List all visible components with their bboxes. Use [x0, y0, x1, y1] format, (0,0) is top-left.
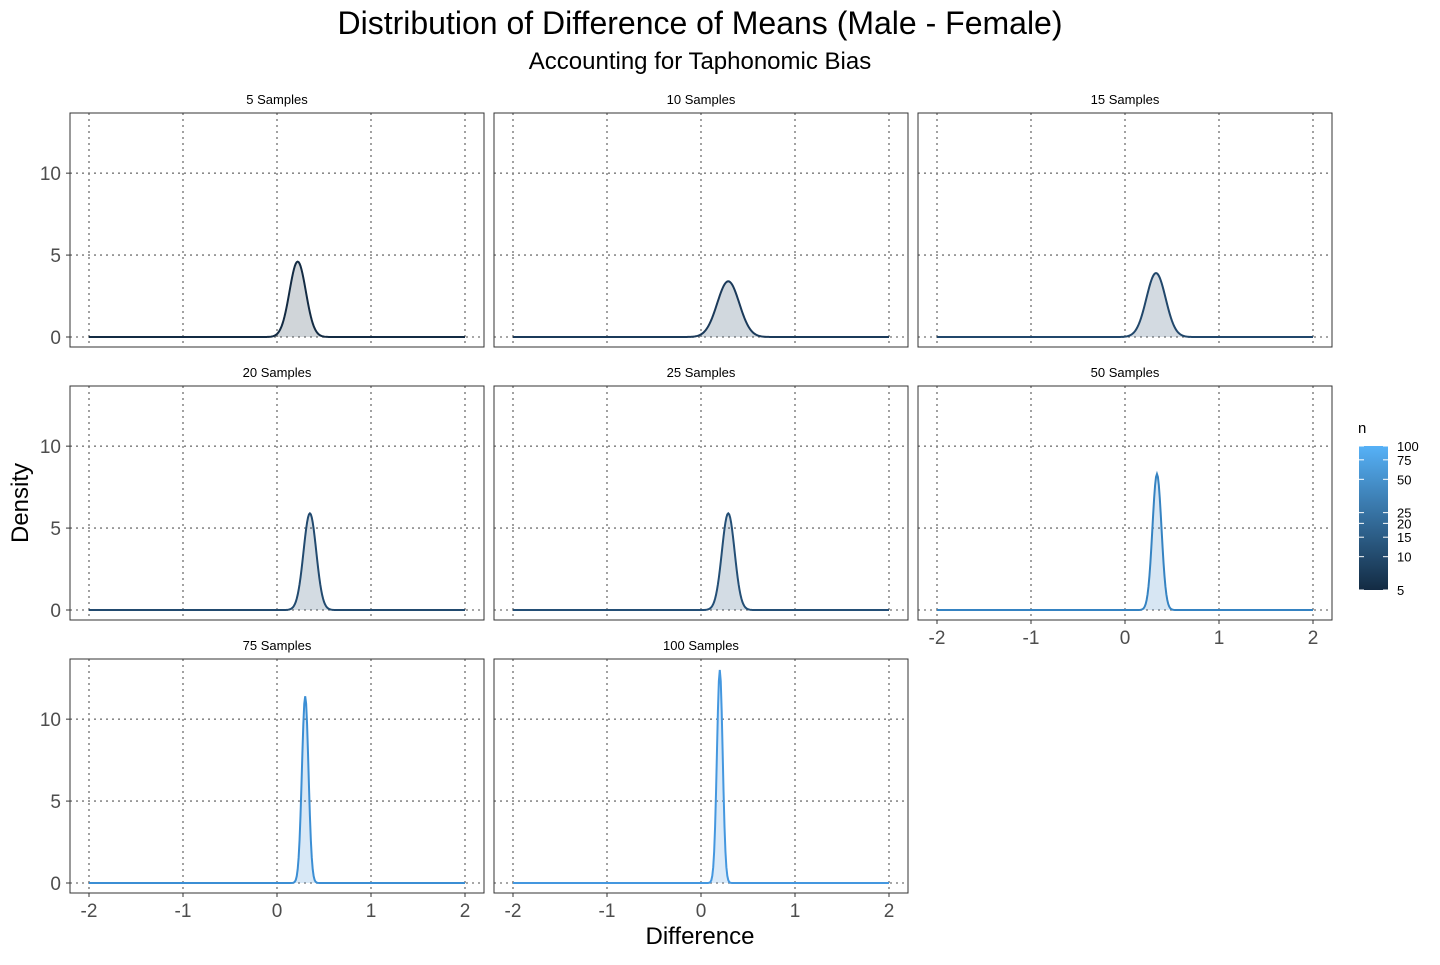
- facet-strip-label: 75 Samples: [243, 638, 312, 653]
- facet-strip-label: 15 Samples: [1091, 92, 1160, 107]
- facet-strip-label: 10 Samples: [667, 92, 736, 107]
- legend-tick-label: 15: [1397, 530, 1411, 545]
- y-tick-label: 5: [50, 519, 61, 540]
- density-line: [937, 272, 1313, 338]
- legend-tick-label: 50: [1397, 472, 1411, 487]
- x-tick-label: 2: [460, 901, 471, 922]
- x-tick-label: -2: [81, 901, 98, 922]
- x-tick-label: -2: [929, 628, 946, 649]
- x-tick-label: -2: [505, 901, 522, 922]
- x-tick-label: 0: [696, 901, 707, 922]
- panel-border: [917, 112, 1333, 348]
- facet-strip-label: 5 Samples: [246, 92, 308, 107]
- y-tick-label: 0: [50, 601, 61, 622]
- facet-panel: 75 Samples 0 5 10 -2 -1 0 1 2: [40, 638, 485, 922]
- density-line: [89, 260, 465, 338]
- legend-tick-label: 25: [1397, 506, 1411, 521]
- legend-title: n: [1358, 420, 1366, 437]
- y-tick-label: 5: [50, 792, 61, 813]
- y-tick-label: 10: [40, 437, 61, 458]
- panel-border: [69, 385, 485, 621]
- legend-colorbar: [1359, 446, 1388, 590]
- x-tick-label: 0: [272, 901, 283, 922]
- x-tick-label: 0: [1120, 628, 1131, 649]
- density-line: [513, 511, 889, 611]
- facet-strip-label: 25 Samples: [667, 365, 736, 380]
- facet-panel: 20 Samples 0 5 10: [40, 365, 485, 622]
- x-tick-label: -1: [599, 901, 616, 922]
- density-area: [89, 696, 465, 883]
- density-line: [89, 696, 465, 884]
- chart-title: Distribution of Difference of Means (Mal…: [337, 5, 1062, 41]
- panel-border: [493, 385, 909, 621]
- density-line: [89, 511, 465, 611]
- x-tick-label: 1: [1214, 628, 1225, 649]
- y-tick-label: 5: [50, 246, 61, 267]
- x-axis-title: Difference: [646, 923, 755, 950]
- facet-panel: 10 Samples: [493, 92, 909, 348]
- x-tick-label: 2: [1308, 628, 1319, 649]
- facet-panel: 25 Samples: [493, 365, 909, 621]
- facet-panel: 50 Samples -2 -1 0 1 2: [917, 365, 1333, 649]
- facet-panel: 100 Samples -2 -1 0 1 2: [493, 638, 909, 922]
- x-tick-label: 1: [366, 901, 377, 922]
- y-axis-title: Density: [7, 463, 34, 543]
- x-tick-label: 1: [790, 901, 801, 922]
- x-tick-label: -1: [1023, 628, 1040, 649]
- density-line: [513, 669, 889, 884]
- legend-tick-label: 10: [1397, 550, 1411, 565]
- y-tick-label: 0: [50, 328, 61, 349]
- y-tick-label: 0: [50, 874, 61, 895]
- panel-border: [69, 112, 485, 348]
- legend-tick-label: 75: [1397, 453, 1411, 468]
- legend-tick-label: 20: [1397, 516, 1411, 531]
- density-line: [937, 470, 1313, 611]
- chart-subtitle: Accounting for Taphonomic Bias: [529, 48, 871, 75]
- y-tick-label: 10: [40, 164, 61, 185]
- legend-tick-label: 100: [1397, 439, 1419, 454]
- x-tick-label: -1: [175, 901, 192, 922]
- facet-panel: 5 Samples 0 5 10: [40, 92, 485, 349]
- x-tick-label: 2: [884, 901, 895, 922]
- facet-strip-label: 20 Samples: [243, 365, 312, 380]
- facet-strip-label: 100 Samples: [663, 638, 739, 653]
- legend-tick-label: 5: [1397, 583, 1404, 598]
- y-tick-label: 10: [40, 710, 61, 731]
- density-line: [513, 280, 889, 338]
- density-area: [513, 281, 889, 337]
- panel-border: [493, 112, 909, 348]
- facet-panel: 15 Samples: [917, 92, 1333, 348]
- facet-strip-label: 50 Samples: [1091, 365, 1160, 380]
